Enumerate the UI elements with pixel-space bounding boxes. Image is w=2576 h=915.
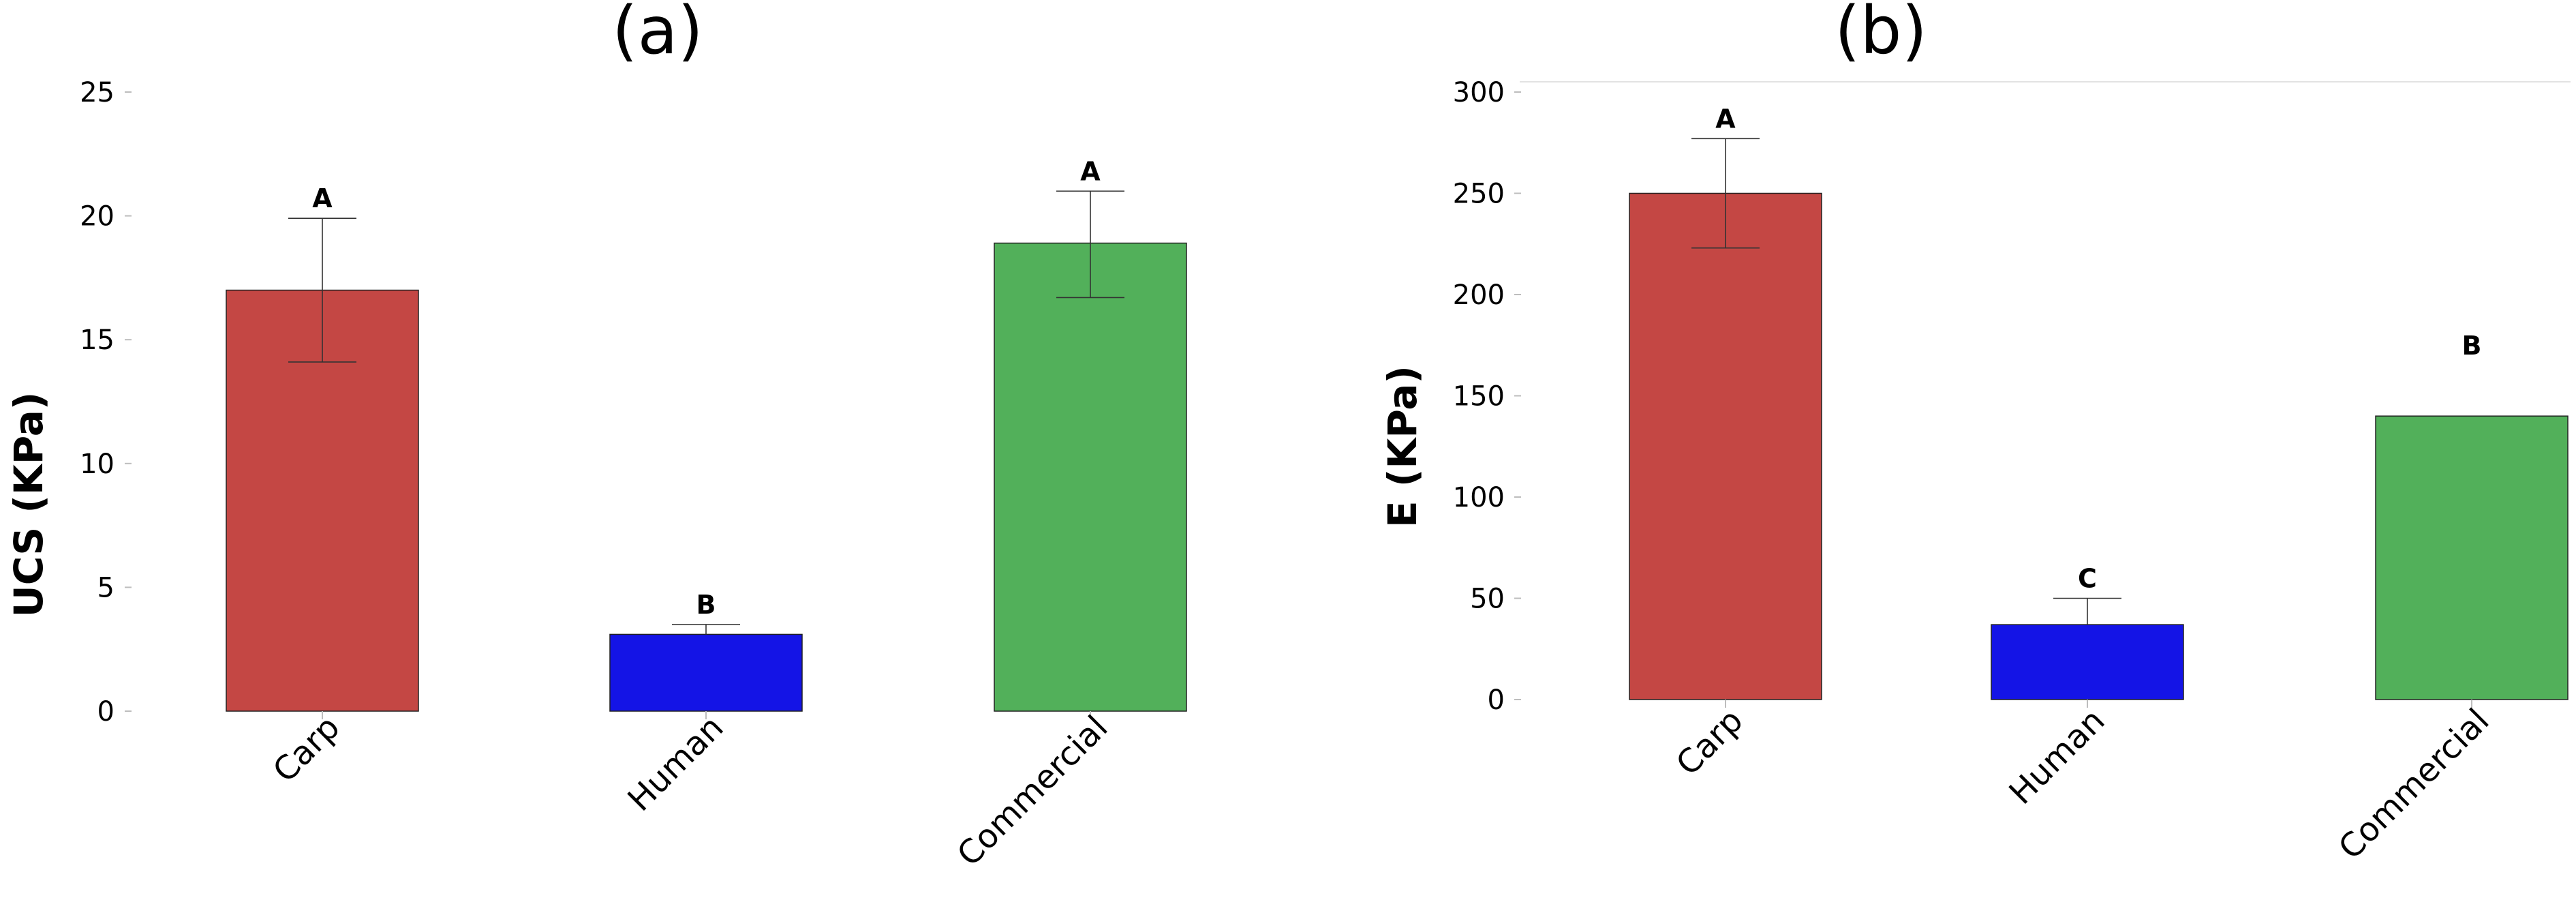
panel-b: (b) E (KPa) 0 50 100 150 200 250 300 A C B Carp H… [1379,0,2571,867]
y-tick-label: 300 [1453,77,1505,108]
y-tick-label: 0 [97,696,114,728]
significance-letter: C [2078,564,2097,594]
panel-a-significance-letters: A B A [312,156,1101,620]
significance-letter: A [1715,104,1736,134]
panel-a-error-bars [288,190,1124,635]
panel-a-y-axis-label: UCS (KPa) [5,392,52,618]
y-tick-label: 10 [80,449,114,480]
y-tick-label: 100 [1453,482,1505,513]
panel-a-category-labels: Carp Human Commercial [266,708,1116,874]
panel-b-bars [1629,192,2569,708]
panel-b-significance-letters: A C B [1715,104,2481,593]
bar-human [1991,624,2184,700]
y-tick-label: 150 [1453,381,1505,412]
category-label: Carp [1669,702,1751,783]
category-label: Commercial [2331,702,2497,867]
panel-a-title: (a) [612,0,703,69]
significance-letter: A [1080,156,1101,186]
y-tick-label: 25 [80,77,114,108]
y-tick-label: 0 [1488,685,1505,716]
panel-b-title: (b) [1835,0,1927,69]
y-tick-label: 5 [97,572,114,603]
bar-commercial [994,242,1187,712]
significance-letter: B [2462,331,2482,361]
y-tick-label: 250 [1453,179,1505,210]
y-tick-label: 20 [80,201,114,232]
y-tick-label: 50 [1470,584,1505,615]
category-label: Human [620,708,731,819]
panel-b-category-labels: Carp Human Commercial [1669,702,2497,867]
panel-a: (a) UCS (KPa) 0 5 10 15 20 25 A B A Carp Human Co… [5,0,1187,874]
significance-letter: B [696,590,716,620]
panel-a-bars [226,242,1187,719]
panel-a-y-ticks: 0 5 10 15 20 25 [80,77,132,728]
bar-commercial [2375,415,2569,700]
y-tick-label: 200 [1453,280,1505,311]
panel-b-error-bars [1691,138,2121,625]
y-tick-label: 15 [80,325,114,356]
bar-carp [1629,192,1822,700]
panel-b-y-ticks: 0 50 100 150 200 250 300 [1453,77,1521,716]
category-label: Human [2002,702,2112,812]
significance-letter: A [312,183,333,213]
panel-b-y-axis-label: E (KPa) [1379,365,1426,528]
bar-human [609,633,803,712]
category-label: Carp [266,708,348,790]
category-label: Commercial [950,708,1116,874]
